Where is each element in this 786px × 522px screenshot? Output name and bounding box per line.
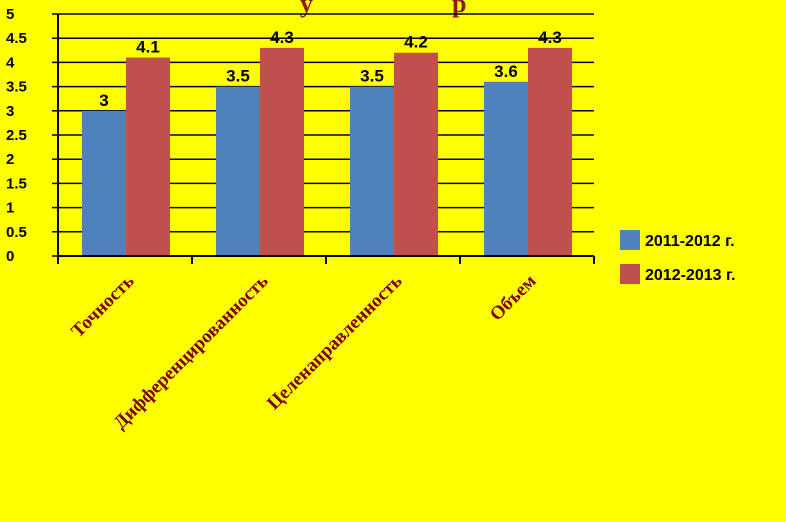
category-label: Объем xyxy=(486,271,541,326)
category-label: Целенаправленность xyxy=(263,271,406,414)
y-tick-label: 2 xyxy=(6,151,14,168)
bar xyxy=(394,52,438,256)
data-label: 4.1 xyxy=(136,38,160,57)
bars xyxy=(82,47,572,257)
axes xyxy=(52,13,595,264)
y-tick-label: 4 xyxy=(6,54,15,71)
legend: 2011-2012 г. 2012-2013 г. xyxy=(620,230,735,284)
bar xyxy=(126,57,170,257)
data-label: 3.5 xyxy=(226,67,250,86)
bar xyxy=(350,86,394,256)
y-tick-label: 0 xyxy=(6,248,14,265)
data-label: 4.2 xyxy=(404,33,428,52)
bar xyxy=(216,86,260,256)
legend-label: 2011-2012 г. xyxy=(645,233,735,250)
title-fragment: р xyxy=(452,0,466,18)
y-tick-label: 0.5 xyxy=(6,224,27,241)
data-label: 3.6 xyxy=(494,62,518,81)
legend-swatch xyxy=(620,264,640,284)
legend-label: 2012-2013 г. xyxy=(645,267,735,284)
data-label: 4.3 xyxy=(538,28,562,47)
y-tick-label: 4.5 xyxy=(6,30,27,47)
data-label: 3 xyxy=(99,91,108,110)
y-tick-label: 1 xyxy=(6,200,14,217)
bar xyxy=(260,47,304,256)
y-tick-label: 5 xyxy=(6,6,14,23)
y-tick-label: 3.5 xyxy=(6,79,27,96)
y-tick-label: 2.5 xyxy=(6,127,27,144)
category-label: Дифференцированность xyxy=(110,271,273,434)
category-label: Точность xyxy=(67,271,138,342)
data-label: 4.3 xyxy=(270,28,294,47)
y-tick-label: 3 xyxy=(6,103,14,120)
data-label: 3.5 xyxy=(360,67,384,86)
title-fragment: у xyxy=(300,0,313,18)
bar xyxy=(484,81,528,256)
y-tick-label: 1.5 xyxy=(6,175,27,192)
bar xyxy=(82,110,126,256)
bar xyxy=(528,47,572,256)
legend-swatch xyxy=(620,230,640,250)
